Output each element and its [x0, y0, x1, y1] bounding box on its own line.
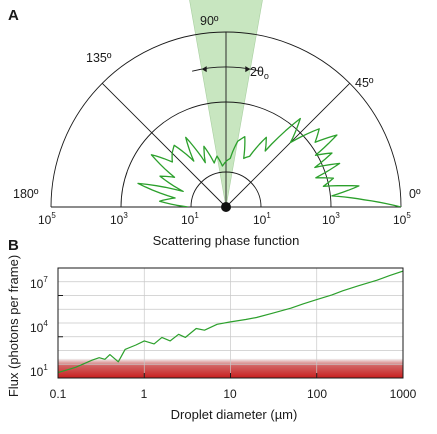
angle-label-135: 135º: [86, 51, 112, 65]
angle-label-45: 45º: [355, 76, 374, 90]
radial-tick-right-mid: 103: [322, 211, 340, 227]
half-angle-arc: [192, 66, 260, 72]
y-tick-label-1: 101: [30, 363, 48, 379]
panel-a-xlabel: Scattering phase function: [153, 233, 300, 248]
panel-b-xlabel: Droplet diameter (µm): [171, 407, 298, 422]
arrow-right-icon: [245, 66, 251, 73]
arrow-left-icon: [201, 66, 207, 73]
phase-function-curve: [137, 117, 402, 207]
ray-135: [101, 82, 227, 208]
angle-label-0: 0º: [409, 187, 421, 201]
x-tick-label-2: 10: [223, 387, 237, 401]
x-tick-label-3: 100: [307, 387, 327, 401]
panel-b-ylabel: Flux (photons per frame): [6, 255, 21, 397]
flux-curve: [58, 270, 403, 374]
y-tick-label-7: 107: [30, 275, 48, 291]
radial-tick-left-outer: 105: [38, 211, 56, 227]
y-tick-label-4: 104: [30, 319, 48, 335]
flux-plot: [57, 267, 404, 379]
y-ticks: [58, 295, 63, 379]
radial-tick-left-mid: 103: [110, 211, 128, 227]
x-ticks: [57, 373, 404, 378]
half-angle-label: 2θo: [250, 65, 269, 81]
angle-label-90: 90º: [200, 14, 219, 28]
polar-plot: [50, 0, 402, 212]
origin-dot: [221, 202, 231, 212]
angle-label-180: 180º: [13, 187, 39, 201]
angle-rays: [101, 32, 351, 208]
panel-a-letter: A: [8, 7, 19, 24]
x-tick-label-1: 1: [141, 387, 148, 401]
radial-tick-right-inner: 101: [253, 211, 271, 227]
radial-tick-left-inner: 101: [181, 211, 199, 227]
panel-b-letter: B: [8, 237, 19, 254]
radial-tick-right-outer: 105: [393, 211, 411, 227]
x-tick-label-4: 1000: [390, 387, 417, 401]
ray-45: [225, 82, 351, 208]
x-tick-label-0: 0.1: [50, 387, 67, 401]
